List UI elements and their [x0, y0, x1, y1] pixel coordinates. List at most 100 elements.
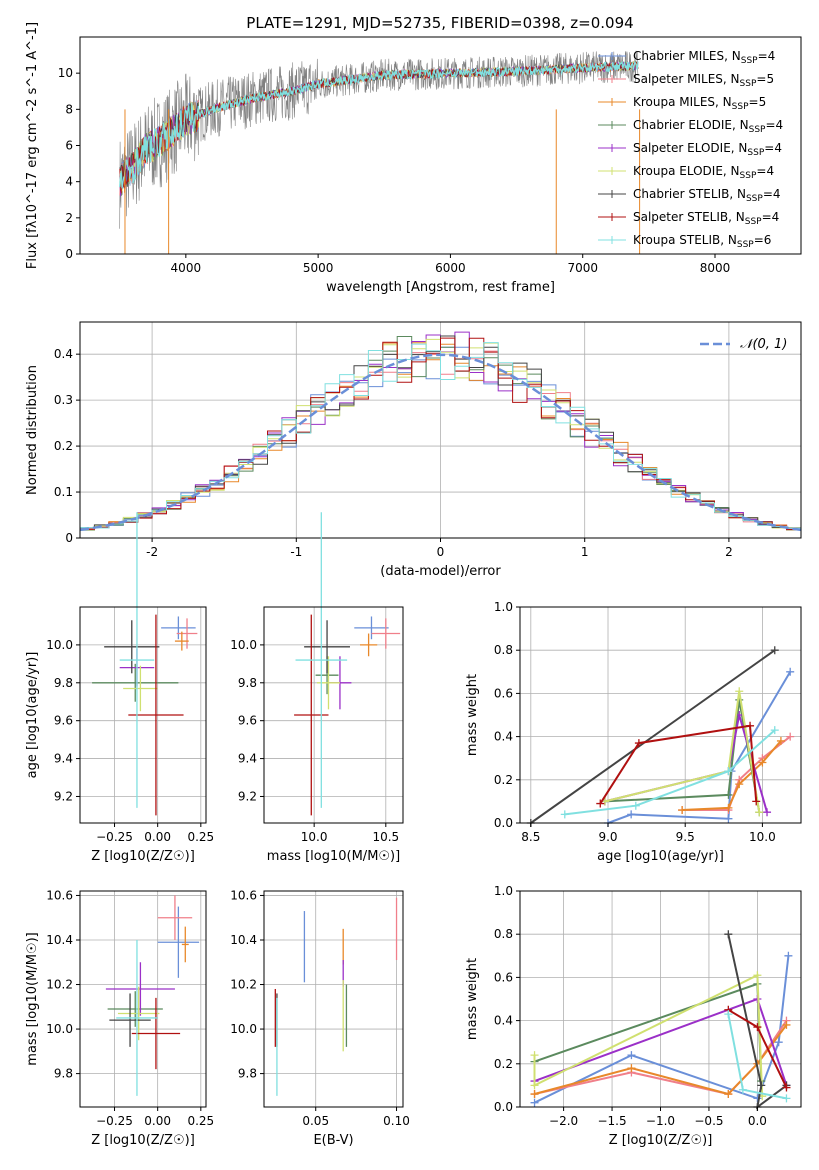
legend-subscript: SSP	[737, 240, 754, 250]
x-tick-label: 10.0	[301, 830, 328, 844]
y-tick-label: 0.2	[54, 439, 73, 453]
y-tick-label: 10.0	[230, 638, 257, 652]
y-tick-label: 8	[65, 102, 73, 116]
series-marker	[776, 736, 785, 745]
series-marker	[724, 767, 733, 776]
y-tick-label: 0.3	[54, 393, 73, 407]
spectrum-model-kroupa_stelib	[119, 60, 639, 189]
legend-entry: 𝒩(0, 1)	[740, 337, 787, 352]
x-tick-label: 4000	[171, 261, 202, 275]
series-marker	[752, 797, 761, 806]
y-tick-label: 0	[65, 531, 73, 545]
y-tick-label: 9.8	[238, 1067, 257, 1081]
legend-value: =4	[762, 210, 780, 224]
series-marker	[596, 799, 605, 808]
legend-value: =6	[754, 233, 772, 247]
x-tick-label: 6000	[435, 261, 466, 275]
y-tick-label: 4	[65, 175, 73, 189]
mass_vs_z-panel: −0.25 0.00 0.25 9.8 10.0 10.2 10.4 10.6 Z [log10…	[25, 888, 214, 1148]
series-marker	[784, 951, 793, 960]
series-marker	[786, 667, 795, 676]
x-tick-label: 2	[725, 545, 733, 559]
y-axis-label: mass [log10(M/M☉)]	[25, 932, 40, 1065]
y-axis-label: Normed distribution	[25, 365, 40, 495]
y-tick-label: 9.4	[54, 752, 73, 766]
series-marker	[634, 739, 643, 748]
legend-entry: Kroupa ELODIE, NSSP=4	[633, 164, 774, 181]
y-tick-label: 9.4	[238, 752, 257, 766]
x-tick-label: 10.5	[372, 830, 399, 844]
x-tick-label: −1.0	[646, 1114, 675, 1128]
y-tick-label: 10	[58, 66, 73, 80]
legend-entry: Chabrier STELIB, NSSP=4	[633, 187, 781, 204]
x-tick-label: −0.25	[96, 830, 133, 844]
legend-value: =4	[764, 141, 782, 155]
x-tick-label: −1.5	[597, 1114, 626, 1128]
x-axis-label: Z [log10(Z/Z☉)]	[91, 1133, 195, 1148]
legend-entry: Salpeter MILES, NSSP=5	[633, 72, 774, 89]
legend-value: =4	[756, 164, 774, 178]
y-tick-label: 2	[65, 211, 73, 225]
series-marker	[782, 1094, 791, 1103]
legend-value: =5	[756, 72, 774, 86]
legend-subscript: SSP	[749, 125, 766, 135]
x-tick-label: 1	[581, 545, 589, 559]
legend-subscript: SSP	[740, 79, 757, 89]
series-marker	[724, 1090, 733, 1099]
y-tick-label: 9.8	[238, 676, 257, 690]
series-marker	[753, 971, 762, 980]
series-line-salpeter_stelib	[599, 724, 758, 805]
y-tick-label: 1.0	[494, 884, 513, 898]
series-marker	[753, 1023, 762, 1032]
series-line-kroupa_elodie	[604, 691, 761, 813]
y-tick-label: 0.0	[494, 816, 513, 830]
y-tick-label: 10.2	[230, 978, 257, 992]
series-marker	[678, 806, 687, 815]
mass_weight_vs_z-panel: −2.0 −1.5 −1.0 −0.5 0.0 0.0 0.2 0.4 0.6 0.8 1.0 Z […	[465, 884, 802, 1148]
y-tick-label: 10.4	[230, 933, 257, 947]
legend-entry: Kroupa STELIB, NSSP=6	[633, 233, 771, 250]
series-marker	[786, 732, 795, 741]
series-marker	[738, 1085, 747, 1094]
legend-entry: Chabrier ELODIE, NSSP=4	[633, 118, 783, 135]
x-tick-label: 0.0	[748, 1114, 767, 1128]
y-tick-label: 10.0	[46, 1022, 73, 1036]
y-tick-label: 9.2	[238, 789, 257, 803]
y-tick-label: 9.2	[54, 789, 73, 803]
y-tick-label: 6	[65, 139, 73, 153]
series-marker	[560, 810, 569, 819]
series-marker	[530, 1098, 539, 1107]
legend-value: =4	[763, 187, 781, 201]
legend-entry: Chabrier MILES, NSSP=4	[633, 49, 775, 66]
legend-entry: Kroupa MILES, NSSP=5	[633, 95, 766, 112]
y-tick-label: 0.2	[494, 1057, 513, 1071]
series-marker	[782, 1083, 791, 1092]
y-tick-label: 0.4	[54, 347, 73, 361]
histogram-salpeter_stelib	[80, 337, 801, 530]
y-tick-label: 0.6	[494, 686, 513, 700]
y-tick-label: 0.2	[494, 773, 513, 787]
y-tick-label: 0.0	[494, 1100, 513, 1114]
series-marker	[724, 790, 733, 799]
series-marker	[782, 1020, 791, 1029]
series-marker	[724, 814, 733, 823]
x-tick-label: -1	[290, 545, 302, 559]
series-marker	[631, 801, 640, 810]
x-tick-label: 0.10	[383, 1114, 410, 1128]
x-axis-label: wavelength [Angstrom, rest frame]	[326, 280, 555, 295]
x-axis-label: age [log10(age/yr)]	[597, 849, 724, 864]
x-tick-label: 0.00	[144, 1114, 171, 1128]
y-tick-label: 9.8	[54, 1067, 73, 1081]
series-marker	[724, 803, 733, 812]
axes-frame	[79, 890, 207, 1108]
y-tick-label: 10.0	[230, 1022, 257, 1036]
series-marker	[530, 1051, 539, 1060]
residuals-panel: -2 -1 0 1 2 0 0.1 0.2 0.3 0.4 (data-model)/error No…	[25, 321, 802, 579]
y-axis-label: Flux [fλ10^-17 erg cm^-2 s^-1 A^-1]	[25, 22, 40, 269]
series-marker	[627, 1051, 636, 1060]
y-tick-label: 9.6	[238, 714, 257, 728]
y-tick-label: 10.2	[46, 978, 73, 992]
x-tick-label: 0.05	[302, 1114, 329, 1128]
series-marker	[724, 930, 733, 939]
